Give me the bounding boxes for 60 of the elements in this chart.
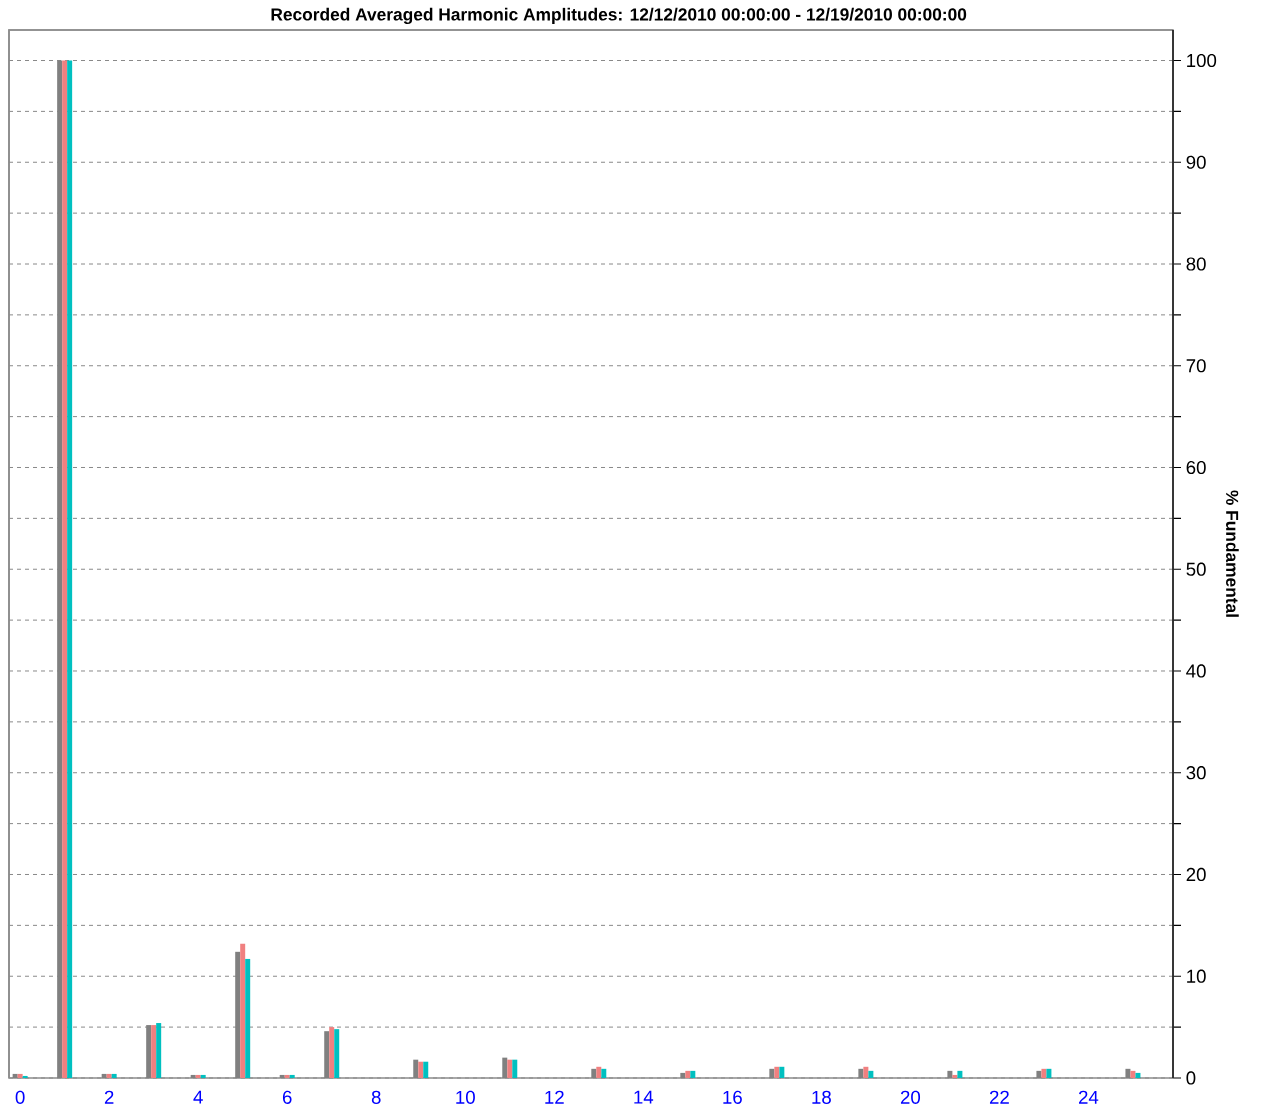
bar	[195, 1074, 201, 1078]
bar	[1135, 1072, 1141, 1078]
bar	[1130, 1070, 1136, 1078]
bar	[423, 1061, 429, 1078]
x-tick-label: 16	[723, 1090, 742, 1104]
bar	[240, 943, 246, 1078]
bar	[418, 1061, 424, 1078]
bar	[106, 1073, 112, 1078]
x-tick-label: 24	[1078, 1090, 1099, 1104]
x-tick-label: 14	[634, 1090, 654, 1104]
bar	[957, 1070, 963, 1078]
y-tick-label: 70	[1186, 359, 1206, 373]
bar	[151, 1025, 157, 1078]
y-tick-label: 100	[1187, 53, 1217, 68]
bar	[601, 1068, 607, 1078]
y-tick-label: 50	[1186, 562, 1206, 576]
bar	[67, 60, 73, 1078]
y-axis-title: % Fundamental	[1226, 490, 1239, 617]
bar	[1041, 1068, 1047, 1078]
bar	[284, 1074, 290, 1078]
bar	[512, 1059, 518, 1078]
x-tick-label: 8	[371, 1090, 381, 1104]
bar	[685, 1070, 691, 1078]
bar	[952, 1074, 958, 1078]
bar	[111, 1073, 117, 1078]
bar	[334, 1029, 340, 1078]
bar	[245, 958, 251, 1078]
chart-title: Recorded Averaged Harmonic Amplitudes: 12/12/2010 00:00:00 - 12/19/2010 00:00:00	[271, 7, 967, 25]
y-tick-label: 90	[1186, 155, 1206, 169]
y-tick-label: 40	[1186, 664, 1206, 678]
x-tick-label: 18	[812, 1090, 831, 1104]
y-tick-label: 80	[1186, 257, 1206, 271]
bar	[774, 1066, 780, 1078]
x-tick-label: 2	[104, 1090, 114, 1104]
bar	[22, 1075, 28, 1078]
y-tick-label: 0	[1186, 1071, 1196, 1085]
x-tick-label: 6	[282, 1090, 292, 1104]
x-tick-label: 20	[900, 1090, 921, 1104]
y-tick-label: 20	[1186, 867, 1206, 882]
x-tick-label: 12	[545, 1090, 564, 1104]
bar	[596, 1066, 602, 1078]
x-tick-label: 10	[456, 1090, 475, 1104]
bar	[17, 1073, 23, 1078]
bar	[868, 1070, 874, 1078]
bar	[863, 1066, 869, 1078]
x-tick-label: 0	[15, 1090, 25, 1104]
y-tick-label: 30	[1186, 766, 1206, 780]
bar	[690, 1070, 696, 1078]
bar	[507, 1059, 513, 1078]
x-tick-label: 22	[989, 1090, 1009, 1104]
bar	[200, 1074, 206, 1078]
bar	[329, 1027, 335, 1078]
x-tick-label: 4	[193, 1090, 203, 1104]
bar	[1046, 1068, 1052, 1078]
bar	[156, 1023, 162, 1078]
y-tick-label: 10	[1187, 969, 1206, 983]
bar	[779, 1066, 785, 1078]
bar	[62, 60, 68, 1078]
bar	[289, 1074, 295, 1078]
y-tick-label: 60	[1186, 460, 1206, 475]
